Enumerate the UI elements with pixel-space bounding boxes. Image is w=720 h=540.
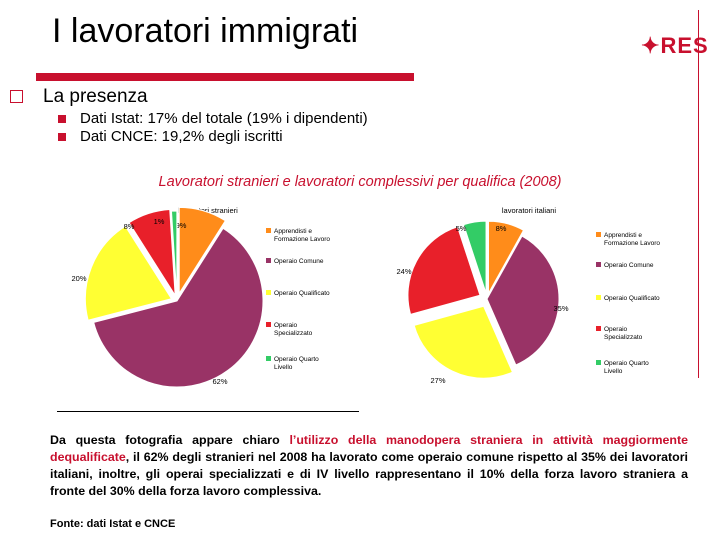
pie-2-legend-swatch-4 bbox=[596, 326, 601, 331]
chart-area: lavoratori stranieri 9% Apprendisti e Forma… bbox=[55, 199, 669, 389]
pie-2-legend-text-5-1: Operaio Quarto bbox=[604, 360, 649, 367]
pie-2-slice-4 bbox=[407, 226, 481, 316]
pie-2-slice-3 bbox=[413, 305, 514, 379]
square-bullet-icon bbox=[58, 115, 66, 124]
pie-2-title: lavoratori italiani bbox=[502, 206, 557, 215]
pie-1-legend-swatch-4 bbox=[266, 322, 271, 327]
pie-1-legend-text-1-1: Apprendisti e bbox=[274, 228, 312, 235]
pie-2-legend-text-1-1: Apprendisti e bbox=[604, 232, 642, 239]
pie-1-legend-swatch-2 bbox=[266, 258, 271, 263]
pie-1-legend-swatch-1 bbox=[266, 228, 271, 233]
pie-1-legend-text-4-2: Specializzato bbox=[274, 330, 313, 337]
pie-1-slice-2 bbox=[93, 227, 264, 388]
bullet-sub-1: Dati Istat: 17% del totale (19% i dipend… bbox=[58, 110, 368, 127]
pie-2-label-2: 35% bbox=[553, 304, 568, 313]
hollow-square-bullet-icon bbox=[10, 90, 23, 104]
pie-1-legend-text-2-1: Operaio Comune bbox=[274, 258, 324, 265]
commentary-paragraph: Da questa fotografia appare chiaro l’uti… bbox=[50, 432, 688, 500]
pie-1-slice-1 bbox=[178, 206, 227, 296]
page-title: I lavoratori immigrati bbox=[52, 12, 359, 50]
pie-1-label-2: 62% bbox=[212, 377, 227, 386]
pie-2-label-3: 27% bbox=[430, 376, 445, 385]
commentary-part-1: Da questa fotografia appare chiaro bbox=[50, 433, 290, 447]
logo-frame bbox=[630, 10, 699, 378]
pie-2-legend-swatch-5 bbox=[596, 360, 601, 365]
logo-text: RES bbox=[660, 33, 709, 58]
pie-1-legend-swatch-3 bbox=[266, 290, 271, 295]
pie-1-legend-text-3-1: Operaio Qualificato bbox=[274, 290, 330, 297]
pie-2-label-1: 8% bbox=[496, 224, 507, 233]
pie-1-legend-text-5-1: Operaio Quarto bbox=[274, 356, 319, 363]
pie-2-label-4: 24% bbox=[396, 267, 411, 276]
pie-1-slice-3 bbox=[84, 225, 173, 321]
pie-1-legend-swatch-5 bbox=[266, 356, 271, 361]
pie-2-label-5: 5% bbox=[456, 224, 467, 233]
bullet-main: La presenza bbox=[10, 86, 148, 108]
pie-1-slice-4 bbox=[128, 208, 176, 296]
pie-1-label-4: 8% bbox=[124, 222, 135, 231]
square-bullet-icon bbox=[58, 133, 66, 142]
logo-mark-icon: ✦ bbox=[641, 33, 661, 58]
pie-1-legend-text-4-1: Operaio bbox=[274, 322, 298, 329]
pie-2-legend-text-5-2: Livello bbox=[604, 368, 623, 375]
pie-2-slice-2 bbox=[486, 235, 560, 366]
cres-logo: ✦RES bbox=[641, 33, 709, 59]
pie-2-legend-text-1-2: Formazione Lavoro bbox=[604, 240, 660, 247]
pie-2-legend-text-4-1: Operaio bbox=[604, 326, 628, 333]
commentary-part-2: , il 62% degli stranieri nel 2008 ha lav… bbox=[50, 450, 688, 498]
pie-2-legend-text-4-2: Specializzato bbox=[604, 334, 643, 341]
source-note: Fonte: dati Istat e CNCE bbox=[50, 518, 176, 530]
pie-1-label-5: 1% bbox=[154, 217, 165, 226]
commentary-highlight: l’utilizzo della manodopera straniera in… bbox=[50, 433, 689, 464]
pie-2-slice-5 bbox=[462, 220, 487, 294]
pie-1-legend-text-5-2: Livello bbox=[274, 364, 293, 371]
chart-heading: Lavoratori stranieri e lavoratori comple… bbox=[158, 174, 562, 190]
pie-1-title: lavoratori stranieri bbox=[178, 206, 238, 215]
pie-1-label-3: 20% bbox=[71, 274, 86, 283]
pie-2-legend-swatch-2 bbox=[596, 262, 601, 267]
pie-1-slice-5 bbox=[170, 210, 178, 298]
pie-2-legend-swatch-3 bbox=[596, 295, 601, 300]
separator-line bbox=[57, 411, 359, 412]
bullet-main-text: La presenza bbox=[43, 86, 148, 107]
pie-1-legend-text-1-2: Formazione Lavoro bbox=[274, 236, 330, 243]
bullet-sub-2: Dati CNCE: 19,2% degli iscritti bbox=[58, 128, 283, 145]
pie-2-legend-swatch-1 bbox=[596, 232, 601, 237]
title-underline bbox=[36, 73, 414, 81]
bullet-sub-1-text: Dati Istat: 17% del totale (19% i dipend… bbox=[80, 110, 368, 127]
pie-2-slice-1 bbox=[488, 220, 525, 296]
pie-1-label-1: 9% bbox=[176, 221, 187, 230]
bullet-sub-2-text: Dati CNCE: 19,2% degli iscritti bbox=[80, 128, 283, 145]
pie-2-legend-text-2-1: Operaio Comune bbox=[604, 262, 654, 269]
pie-2-legend-text-3-1: Operaio Qualificato bbox=[604, 295, 660, 302]
